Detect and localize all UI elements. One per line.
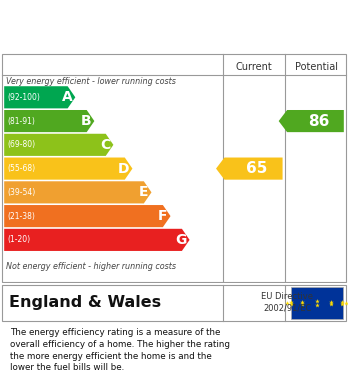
Text: C: C	[100, 138, 111, 152]
Text: England & Wales: England & Wales	[9, 295, 161, 310]
Text: Potential: Potential	[295, 62, 338, 72]
Text: (21-38): (21-38)	[7, 212, 35, 221]
Text: G: G	[175, 233, 187, 247]
Text: Not energy efficient - higher running costs: Not energy efficient - higher running co…	[6, 262, 176, 271]
Polygon shape	[4, 205, 171, 227]
Polygon shape	[4, 110, 94, 132]
Text: Very energy efficient - lower running costs: Very energy efficient - lower running co…	[6, 77, 176, 86]
Polygon shape	[4, 229, 190, 251]
Text: A: A	[62, 90, 72, 104]
Text: 86: 86	[308, 113, 330, 129]
Text: (92-100): (92-100)	[7, 93, 40, 102]
Text: D: D	[118, 161, 130, 176]
Text: (81-91): (81-91)	[7, 117, 35, 126]
Bar	[291, 287, 343, 319]
Text: (1-20): (1-20)	[7, 235, 30, 244]
Text: (69-80): (69-80)	[7, 140, 35, 149]
Text: EU Directive
2002/91/EC: EU Directive 2002/91/EC	[261, 292, 313, 312]
Text: (55-68): (55-68)	[7, 164, 35, 173]
Text: The energy efficiency rating is a measure of the
overall efficiency of a home. T: The energy efficiency rating is a measur…	[10, 328, 230, 373]
Text: (39-54): (39-54)	[7, 188, 35, 197]
Text: E: E	[139, 185, 149, 199]
Text: Current: Current	[236, 62, 272, 72]
Text: B: B	[81, 114, 92, 128]
Text: Energy Efficiency Rating: Energy Efficiency Rating	[54, 17, 294, 36]
Polygon shape	[4, 181, 151, 203]
Polygon shape	[4, 134, 113, 156]
Text: 65: 65	[246, 161, 268, 176]
Polygon shape	[4, 86, 75, 108]
Polygon shape	[4, 158, 133, 180]
Text: F: F	[158, 209, 168, 223]
Polygon shape	[216, 158, 283, 180]
Polygon shape	[279, 110, 344, 132]
